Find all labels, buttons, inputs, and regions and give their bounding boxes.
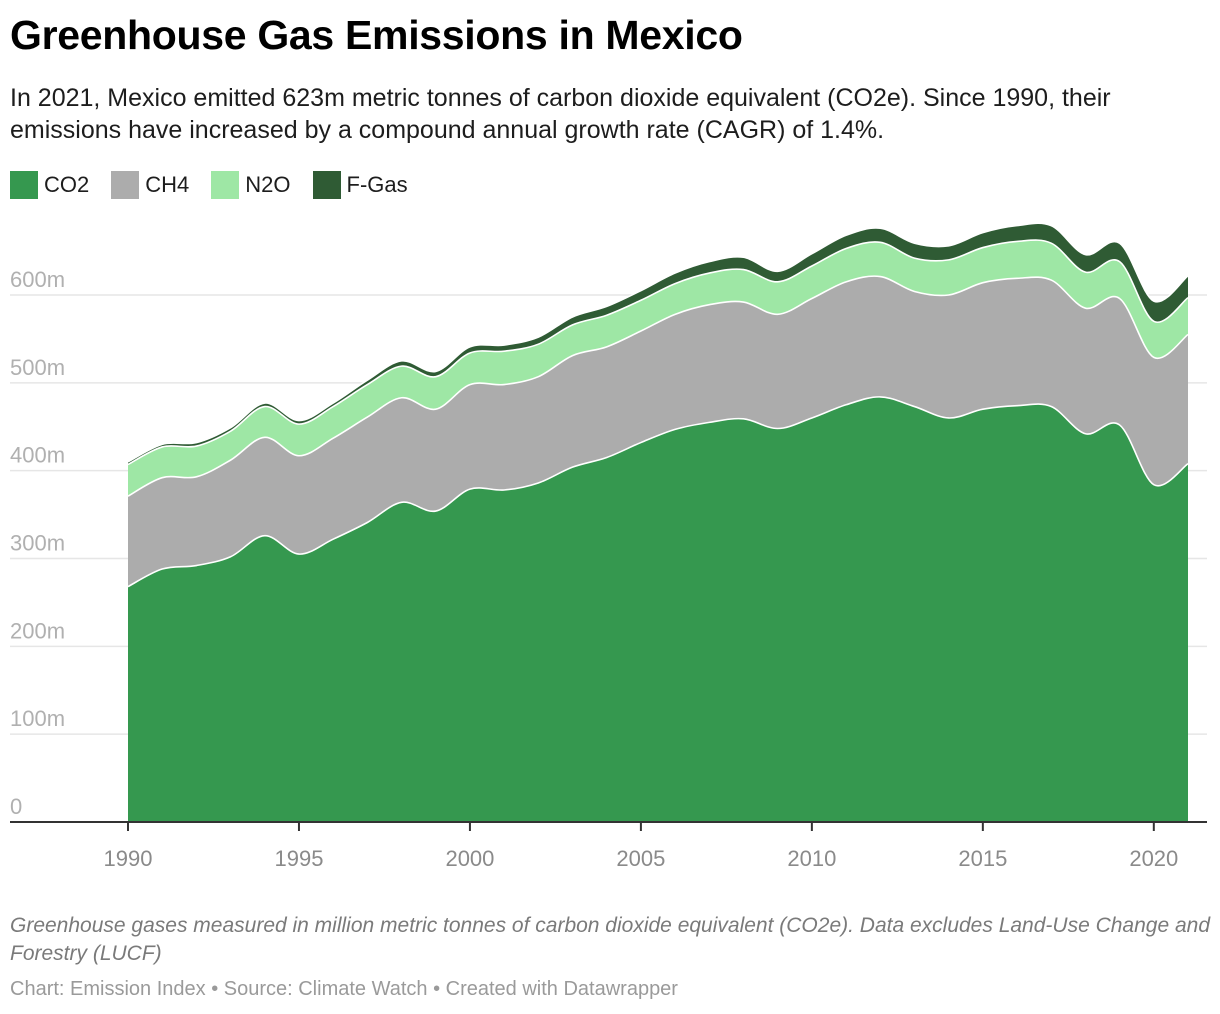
x-tick-label-1990: 1990 [104, 846, 153, 871]
x-tick-label-2005: 2005 [616, 846, 665, 871]
area-edge-ch4 [127, 275, 1189, 497]
x-tick-label-1995: 1995 [274, 846, 323, 871]
legend-swatch-n2o [211, 171, 240, 199]
x-axis: 1990 1995 2000 2005 2010 2015 2020 [10, 821, 1207, 871]
area-layers [127, 222, 1189, 822]
stacked-area-chart: 0 100m 200m 300m 400m 500m 600m 1990 1995 2000 20… [10, 222, 1207, 871]
area-co2 [128, 396, 1188, 822]
legend-item-co2: CO2 [10, 171, 89, 199]
legend-label-ch4: CH4 [145, 172, 190, 197]
y-tick-label-100: 100m [10, 706, 65, 731]
chart-subtitle: In 2021, Mexico emitted 623m metric tonn… [10, 84, 1111, 144]
legend-swatch-ch4 [111, 171, 140, 199]
y-tick-label-0: 0 [10, 794, 22, 819]
x-tick-label-2010: 2010 [787, 846, 836, 871]
legend-label-n2o: N2O [245, 172, 291, 197]
y-axis-ticks: 0 100m 200m 300m 400m 500m 600m [10, 267, 65, 819]
legend-swatch-fgas [312, 171, 341, 199]
y-tick-label-400: 400m [10, 443, 65, 468]
chart-note: Greenhouse gases measured in million met… [10, 914, 1211, 965]
area-edge-fgas [127, 222, 1189, 463]
legend-item-ch4: CH4 [111, 171, 189, 199]
chart-credit: Chart: Emission Index • Source: Climate … [10, 978, 678, 1000]
legend-item-fgas: F-Gas [312, 171, 408, 199]
area-edge-co2 [127, 396, 1189, 588]
x-tick-label-2000: 2000 [445, 846, 494, 871]
legend: CO2 CH4 N2O F-Gas [10, 170, 430, 200]
legend-label-fgas: F-Gas [346, 172, 408, 197]
y-tick-label-200: 200m [10, 618, 65, 643]
x-tick-label-2020: 2020 [1129, 846, 1178, 871]
chart-title: Greenhouse Gas Emissions in Mexico [10, 12, 743, 58]
area-edge-n2o [127, 239, 1189, 466]
area-ch4 [128, 276, 1188, 587]
y-tick-label-300: 300m [10, 531, 65, 556]
x-tick-label-2015: 2015 [958, 846, 1007, 871]
legend-item-n2o: N2O [211, 171, 291, 199]
y-tick-label-600: 600m [10, 267, 65, 292]
legend-label-co2: CO2 [44, 172, 90, 197]
y-tick-label-500: 500m [10, 355, 65, 380]
legend-swatch-co2 [10, 171, 38, 199]
